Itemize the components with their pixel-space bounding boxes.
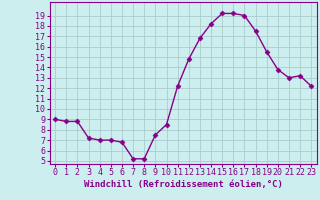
X-axis label: Windchill (Refroidissement éolien,°C): Windchill (Refroidissement éolien,°C)	[84, 180, 283, 189]
